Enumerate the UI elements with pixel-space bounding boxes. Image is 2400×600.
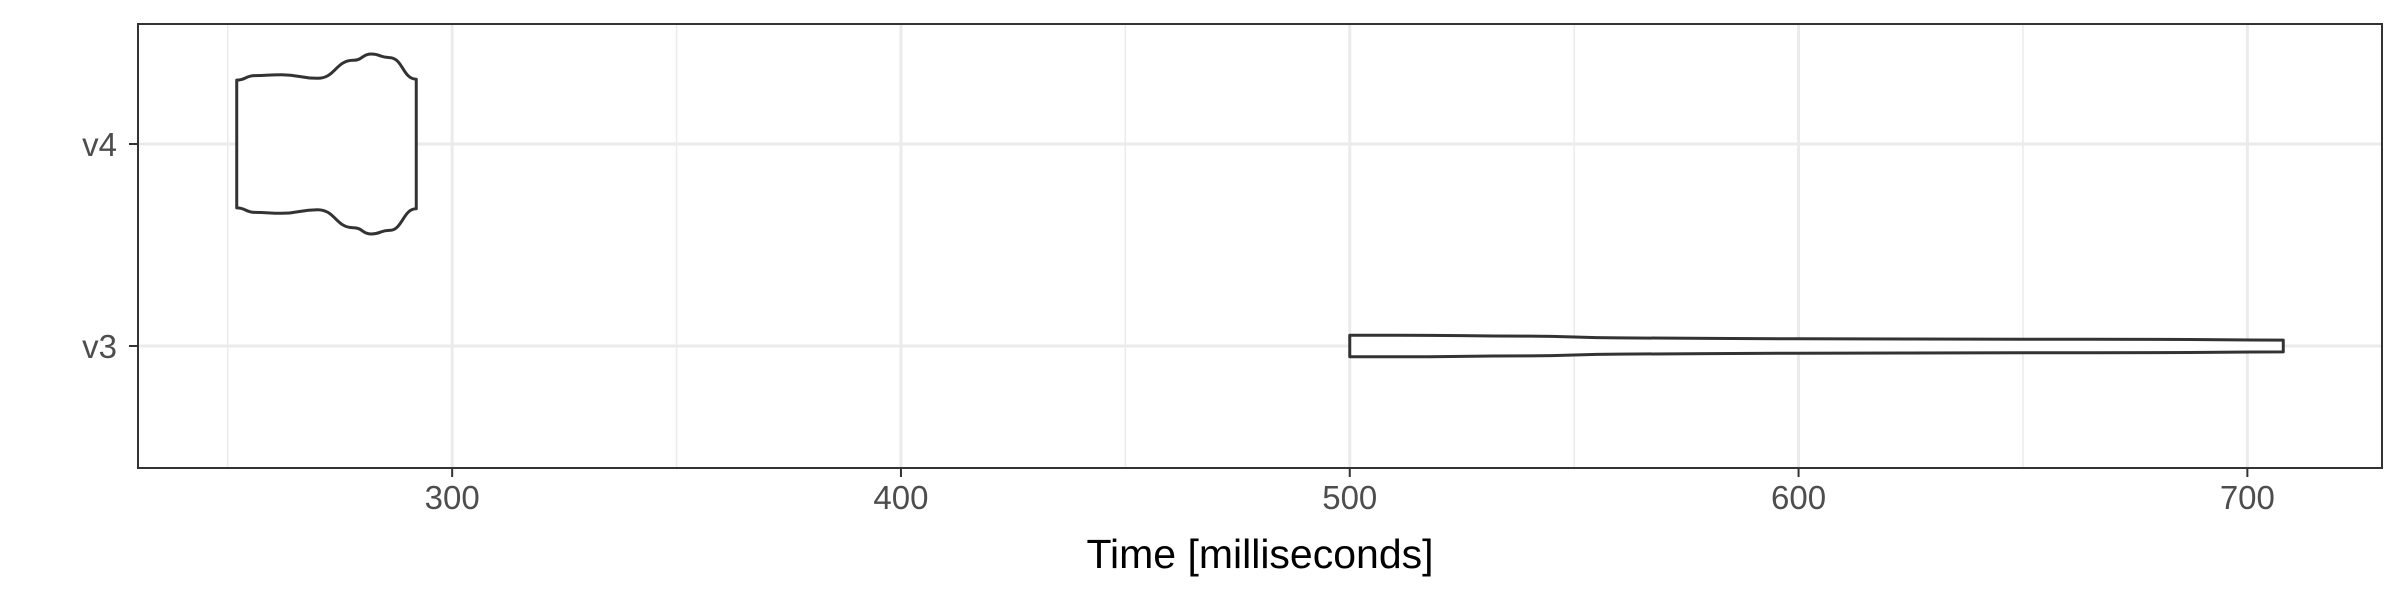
x-tick-label: 300	[425, 479, 480, 516]
x-tick-label: 700	[2220, 479, 2275, 516]
y-tick-label: v3	[82, 328, 117, 365]
violin-v3	[1348, 333, 2285, 359]
violin-layer	[235, 52, 2285, 359]
axis-layer: 300 400 500 600 700 v3 v4	[82, 126, 2275, 516]
x-axis-title: Time [milliseconds]	[1086, 531, 1433, 577]
panel-border	[137, 23, 2383, 469]
x-tick-label: 500	[1322, 479, 1377, 516]
x-tick-label: 400	[873, 479, 928, 516]
plot-panel	[138, 24, 2382, 468]
y-tick-label: v4	[82, 126, 117, 163]
x-tick-label: 600	[1771, 479, 1826, 516]
violin-v4	[235, 52, 418, 236]
